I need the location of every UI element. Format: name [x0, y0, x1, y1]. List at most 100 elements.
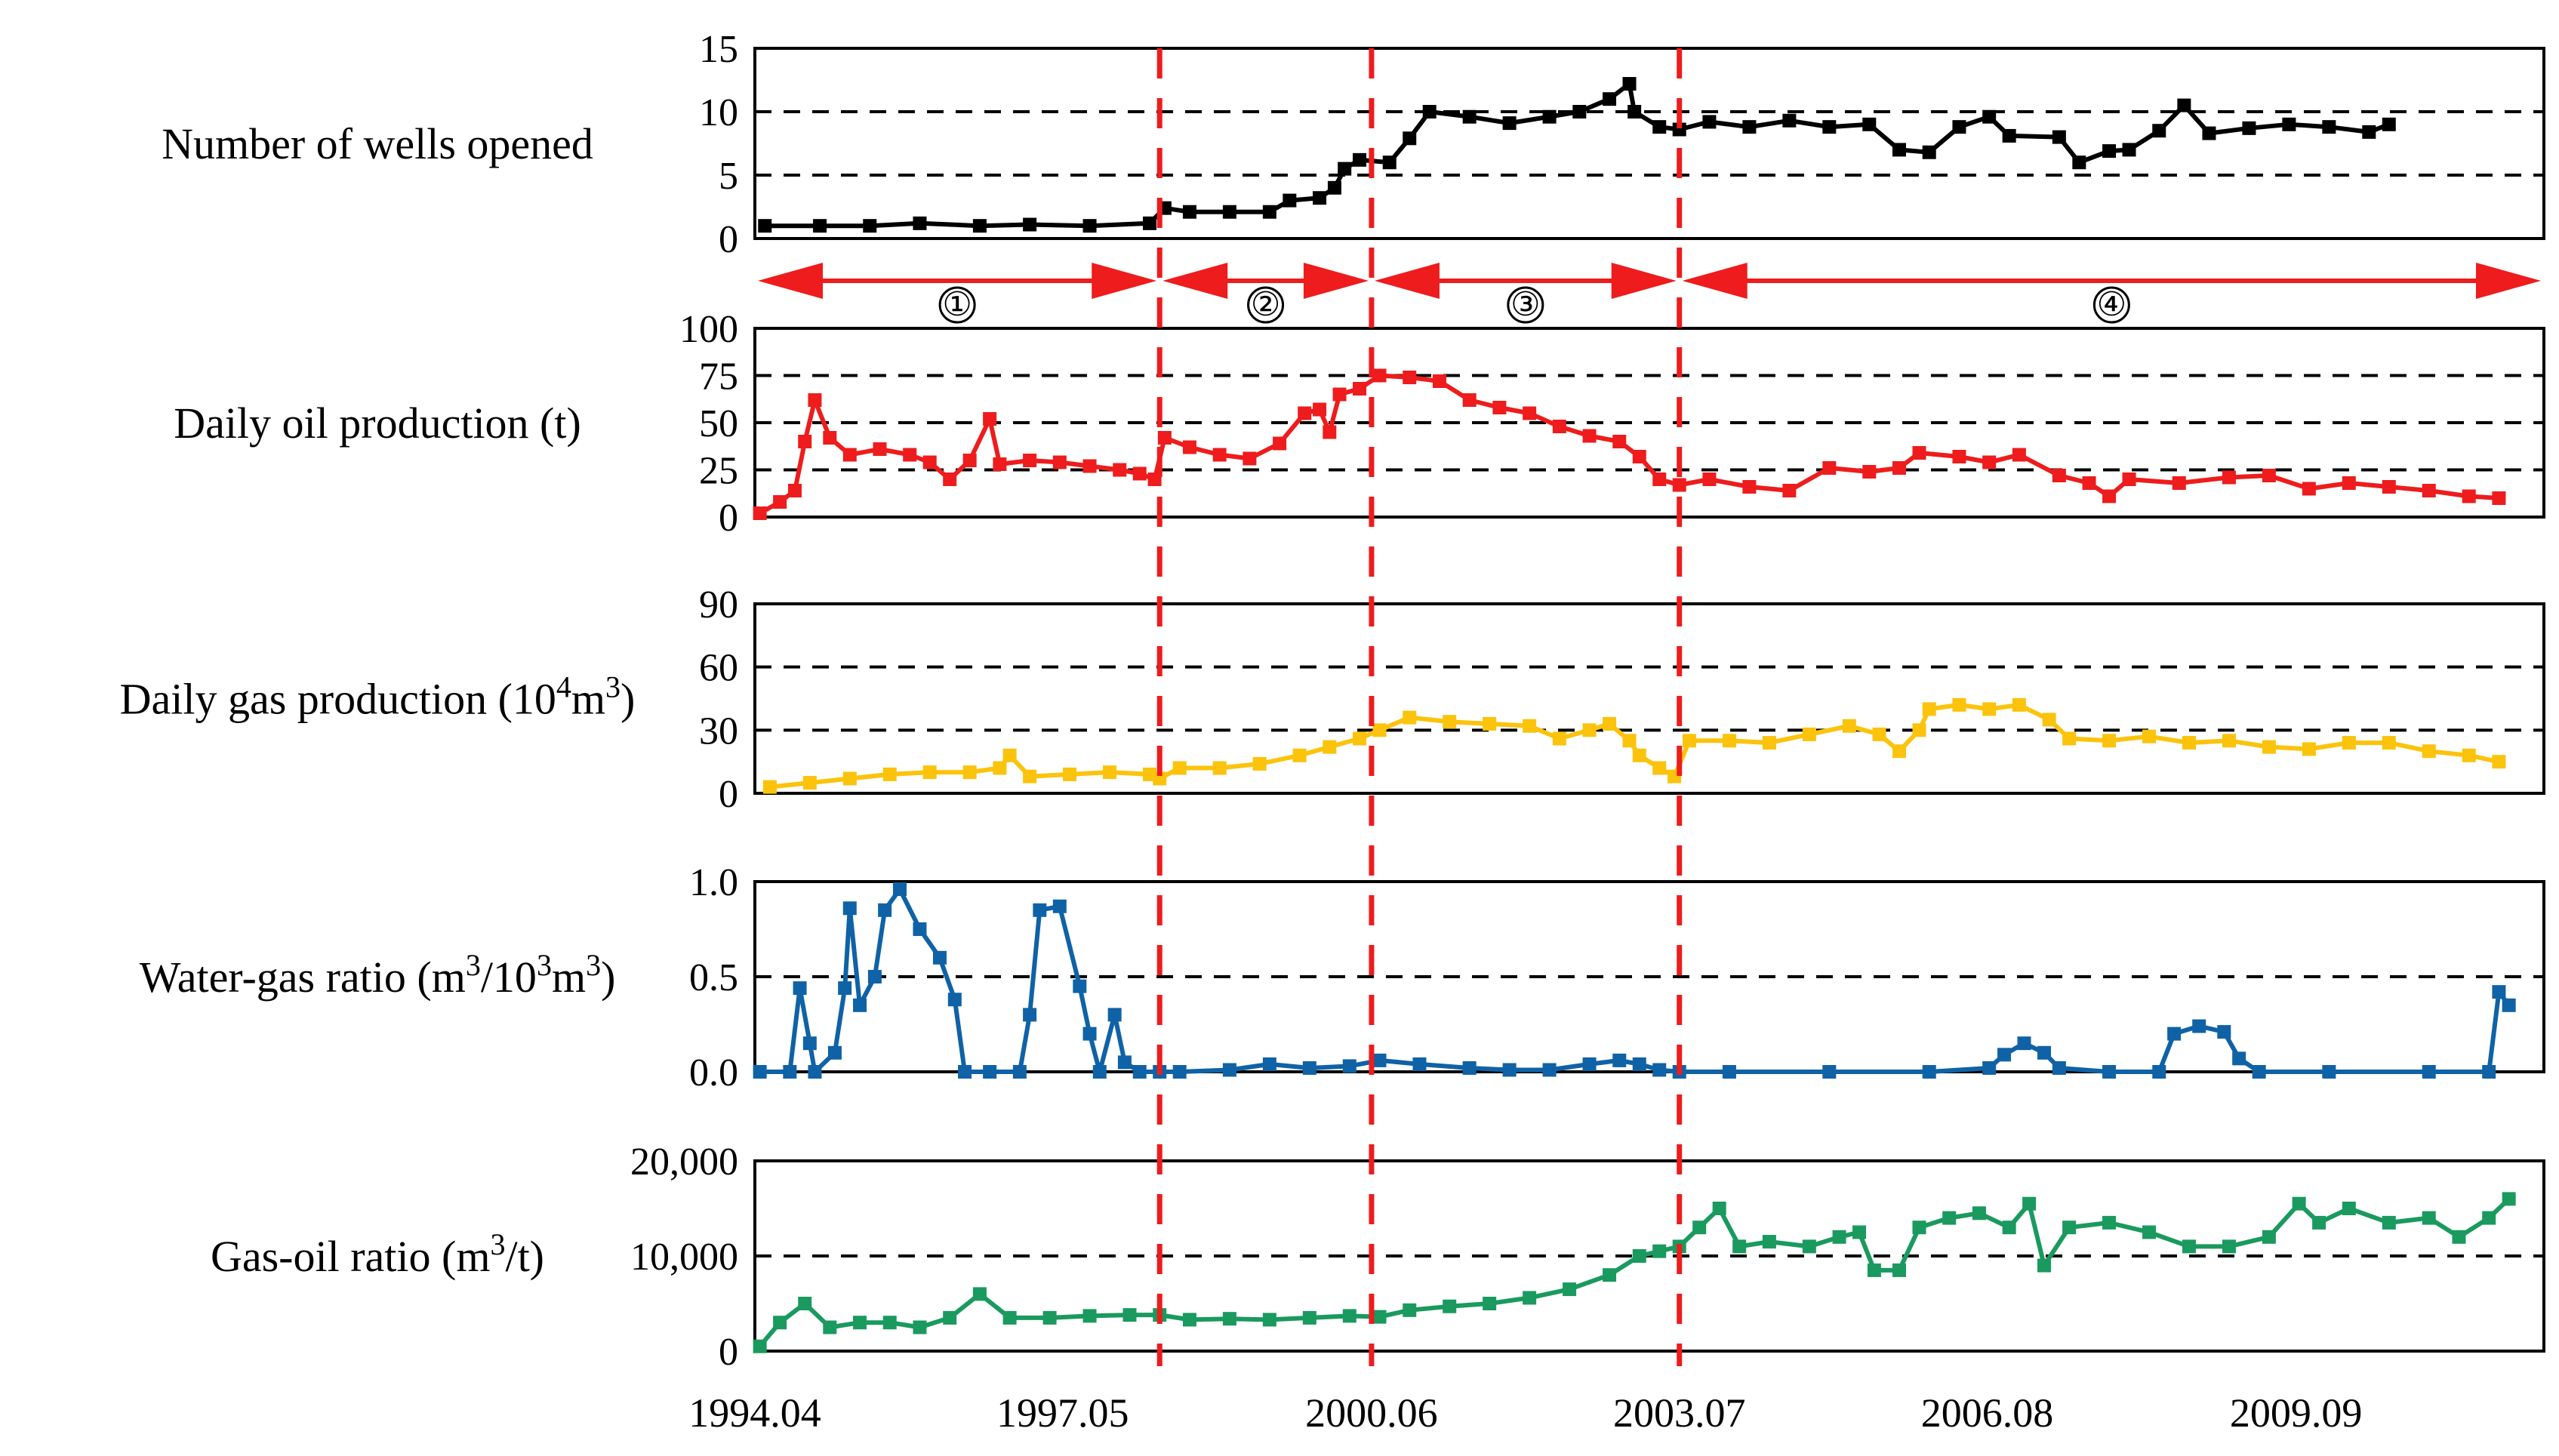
data-point-gor-43: [2037, 1258, 2051, 1273]
data-point-gor-54: [2422, 1211, 2436, 1225]
data-point-gor-49: [2262, 1230, 2276, 1244]
data-point-wells-33: [1862, 117, 1877, 131]
data-point-gas-28: [1632, 748, 1646, 762]
data-point-wgr-40: [1632, 1057, 1646, 1071]
data-point-oil-64: [2492, 491, 2506, 505]
data-point-gas-45: [2102, 734, 2117, 748]
series-line-oil: [759, 373, 2499, 516]
data-point-gor-17: [1302, 1310, 1316, 1325]
y-tick-oil-1: 25: [699, 450, 738, 493]
data-point-gor-30: [1712, 1202, 1726, 1215]
data-point-oil-5: [823, 431, 837, 445]
data-point-oil-9: [922, 455, 937, 469]
data-point-oil-11: [962, 454, 977, 467]
data-point-wells-17: [1382, 155, 1397, 170]
data-point-oil-61: [2382, 480, 2396, 494]
data-point-gas-44: [2062, 731, 2077, 746]
data-point-wells-35: [1922, 145, 1936, 159]
data-point-gor-16: [1262, 1313, 1276, 1327]
data-point-gas-17: [1323, 740, 1337, 754]
data-point-wgr-25: [1117, 1055, 1132, 1070]
data-point-wgr-47: [1997, 1048, 2012, 1062]
data-point-gor-44: [2062, 1221, 2077, 1235]
data-point-gas-54: [2462, 748, 2476, 762]
data-point-gas-31: [1682, 734, 1696, 748]
data-point-oil-31: [1403, 371, 1417, 384]
y-tick-wells-1: 5: [719, 155, 738, 198]
data-point-wgr-53: [2167, 1027, 2182, 1041]
data-point-gor-31: [1732, 1239, 1747, 1254]
data-point-wgr-48: [2017, 1036, 2031, 1051]
x-tick-0: 1994.04: [688, 1390, 821, 1436]
data-point-gor-53: [2382, 1215, 2396, 1230]
data-point-wells-0: [758, 219, 772, 233]
y-tick-wgr-0: 0.0: [689, 1051, 738, 1094]
data-point-oil-20: [1157, 431, 1172, 445]
y-axis-label-wells: Number of wells opened: [162, 119, 593, 168]
data-point-wells-34: [1892, 143, 1907, 157]
panel-gas: 0 30 60 90 Daily gas production (104m3): [120, 583, 2545, 816]
data-point-wgr-49: [2037, 1045, 2051, 1060]
data-point-wgr-22: [1082, 1027, 1097, 1041]
phase-arrows: ① ② ③ ④: [758, 263, 2541, 324]
data-point-oil-17: [1113, 463, 1127, 477]
data-point-oil-18: [1132, 466, 1147, 481]
data-point-wgr-44: [1822, 1065, 1837, 1079]
phase-number-circle-3: [1507, 286, 1544, 324]
data-point-wgr-41: [1652, 1063, 1667, 1077]
data-point-gas-32: [1722, 734, 1736, 748]
plot-frame-oil: [753, 327, 2545, 519]
arrow-head-left-1: [758, 263, 823, 299]
data-point-gas-21: [1443, 715, 1457, 729]
data-point-gor-0: [753, 1339, 767, 1353]
y-tick-gas-1: 30: [699, 710, 738, 753]
data-point-gor-56: [2482, 1211, 2496, 1225]
data-point-wells-6: [1082, 219, 1097, 233]
arrow-head-left-3: [1374, 263, 1440, 299]
data-point-oil-10: [943, 473, 957, 486]
data-point-oil-60: [2342, 476, 2356, 490]
data-point-oil-36: [1552, 420, 1566, 433]
data-point-gor-11: [1082, 1309, 1097, 1323]
data-point-wells-20: [1462, 109, 1477, 124]
data-point-wells-50: [2382, 117, 2396, 131]
data-point-gas-10: [1103, 765, 1117, 780]
data-point-gas-39: [1922, 702, 1936, 716]
phase-number-circle-1: [938, 286, 976, 324]
data-point-oil-56: [2172, 476, 2186, 490]
data-point-oil-1: [773, 495, 787, 509]
data-point-wgr-5: [827, 1045, 842, 1060]
x-tick-1: 1997.05: [996, 1390, 1129, 1436]
data-point-gor-1: [773, 1316, 787, 1330]
data-point-wgr-6: [838, 981, 852, 996]
data-point-wgr-35: [1462, 1060, 1477, 1075]
data-point-oil-6: [842, 448, 857, 462]
data-point-wgr-18: [1023, 1008, 1037, 1022]
data-point-wells-13: [1313, 191, 1327, 205]
data-point-gor-27: [1652, 1244, 1667, 1258]
data-point-wgr-19: [1033, 903, 1047, 917]
data-point-oil-55: [2122, 473, 2136, 486]
data-point-wgr-39: [1612, 1053, 1627, 1067]
data-point-oil-26: [1313, 402, 1327, 417]
data-point-oil-46: [1862, 465, 1877, 479]
y-tick-gor-0: 0: [719, 1331, 738, 1374]
data-point-gas-7: [1002, 748, 1017, 762]
data-point-wells-31: [1782, 113, 1797, 128]
data-point-oil-39: [1632, 450, 1646, 463]
data-point-wgr-58: [2322, 1065, 2336, 1079]
y-tick-wells-0: 0: [719, 218, 738, 261]
data-point-wgr-45: [1922, 1065, 1936, 1079]
arrow-head-right-2: [1303, 263, 1369, 299]
data-point-wgr-34: [1412, 1057, 1427, 1071]
panel-wgr: 0.0 0.5 1.0 Water-gas ratio (m3/103m3): [140, 861, 2545, 1094]
data-point-wells-27: [1652, 120, 1667, 134]
data-point-wgr-11: [892, 882, 907, 897]
data-point-gor-10: [1042, 1310, 1057, 1325]
data-point-oil-44: [1782, 484, 1797, 497]
data-point-wells-26: [1627, 105, 1642, 119]
data-point-wgr-8: [853, 998, 867, 1012]
data-point-gas-25: [1582, 723, 1597, 737]
data-point-gor-35: [1852, 1225, 1867, 1239]
